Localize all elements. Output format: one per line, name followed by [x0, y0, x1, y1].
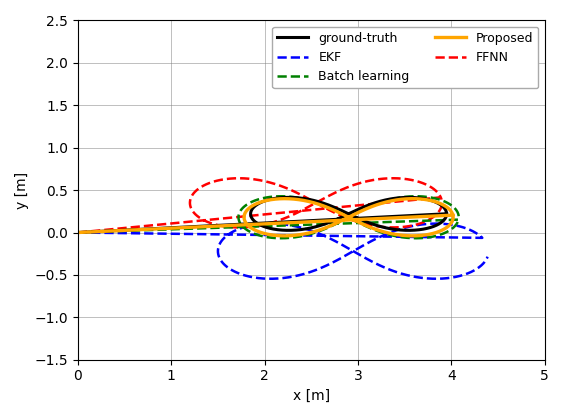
- Line: ground-truth: ground-truth: [78, 197, 447, 232]
- Proposed: [74, 230, 81, 235]
- Batch learning: [277, 236, 284, 241]
- FFNN: [255, 223, 262, 228]
- Batch learning: [305, 232, 311, 237]
- EKF: [74, 230, 81, 235]
- Batch learning: [245, 228, 252, 233]
- Line: EKF: EKF: [78, 224, 488, 279]
- FFNN: [346, 217, 353, 222]
- FFNN: [437, 195, 444, 200]
- Line: Batch learning: Batch learning: [78, 196, 459, 238]
- EKF: [433, 276, 439, 281]
- Batch learning: [372, 227, 378, 232]
- FFNN: [190, 209, 197, 214]
- Proposed: [309, 200, 316, 205]
- ground-truth: [443, 212, 450, 217]
- Batch learning: [74, 230, 81, 235]
- Batch learning: [455, 217, 462, 222]
- Proposed: [409, 233, 416, 238]
- Proposed: [375, 228, 382, 233]
- ground-truth: [306, 226, 313, 231]
- FFNN: [235, 176, 242, 181]
- Line: Proposed: Proposed: [78, 199, 453, 236]
- Proposed: [281, 196, 288, 201]
- EKF: [378, 263, 385, 268]
- X-axis label: x [m]: x [m]: [293, 389, 330, 403]
- ground-truth: [253, 221, 260, 226]
- EKF: [433, 221, 439, 226]
- FFNN: [352, 219, 359, 224]
- EKF: [301, 226, 307, 231]
- EKF: [287, 275, 294, 280]
- ground-truth: [371, 222, 378, 227]
- ground-truth: [400, 195, 407, 200]
- FFNN: [272, 181, 279, 186]
- EKF: [219, 260, 226, 265]
- Proposed: [400, 196, 407, 201]
- FFNN: [74, 230, 81, 235]
- ground-truth: [309, 197, 315, 202]
- Proposed: [245, 224, 252, 229]
- EKF: [383, 266, 390, 271]
- Y-axis label: y [m]: y [m]: [15, 171, 29, 209]
- Batch learning: [301, 196, 307, 201]
- EKF: [409, 224, 416, 229]
- ground-truth: [405, 195, 412, 200]
- ground-truth: [367, 221, 373, 226]
- ground-truth: [74, 230, 81, 235]
- Proposed: [301, 232, 308, 237]
- Batch learning: [413, 194, 420, 199]
- Batch learning: [410, 194, 417, 199]
- EKF: [484, 254, 491, 259]
- Legend: ground-truth, EKF, Batch learning, Proposed, FFNN: ground-truth, EKF, Batch learning, Propo…: [272, 27, 539, 88]
- Proposed: [450, 213, 456, 218]
- FFNN: [374, 177, 381, 182]
- Proposed: [371, 226, 377, 231]
- Batch learning: [367, 226, 374, 231]
- Line: FFNN: FFNN: [78, 178, 442, 232]
